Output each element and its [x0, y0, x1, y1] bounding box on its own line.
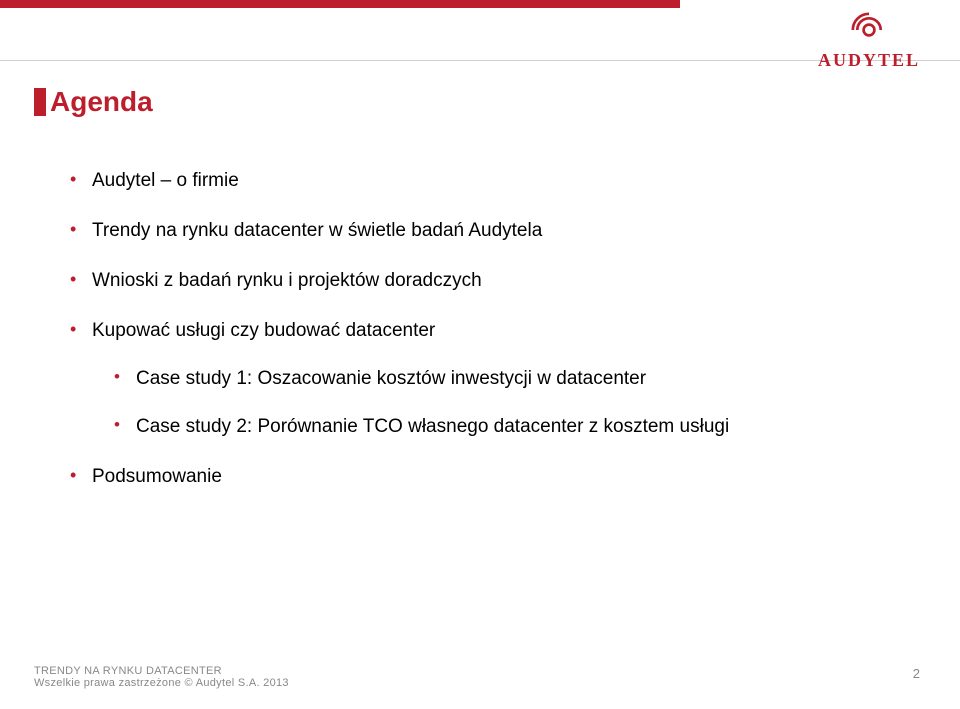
- list-item-text: Podsumowanie: [92, 466, 222, 487]
- list-item: Case study 1: Oszacowanie kosztów inwest…: [114, 368, 729, 390]
- list-item: Trendy na rynku datacenter w świetle bad…: [70, 220, 729, 242]
- footer: TRENDY NA RYNKU DATACENTER Wszelkie praw…: [34, 665, 920, 689]
- list-item-text: Case study 2: Porównanie TCO własnego da…: [136, 416, 729, 437]
- list-item: Podsumowanie: [70, 466, 729, 488]
- list-item-text: Kupować usługi czy budować datacenter: [92, 320, 435, 341]
- top-red-bar: [0, 0, 680, 8]
- list-item: Case study 2: Porównanie TCO własnego da…: [114, 416, 729, 438]
- sub-bullet-list: Case study 1: Oszacowanie kosztów inwest…: [114, 368, 729, 438]
- page-number: 2: [913, 666, 920, 681]
- list-item-text: Case study 1: Oszacowanie kosztów inwest…: [136, 368, 646, 389]
- logo-mark-icon: [851, 12, 887, 48]
- list-item: Wnioski z badań rynku i projektów doradc…: [70, 270, 729, 292]
- slide: AUDYTEL Agenda Audytel – o firmie Trendy…: [0, 0, 960, 709]
- brand-name: AUDYTEL: [818, 50, 920, 71]
- list-item-text: Wnioski z badań rynku i projektów doradc…: [92, 270, 482, 291]
- bullet-list: Audytel – o firmie Trendy na rynku datac…: [70, 170, 729, 488]
- list-item: Audytel – o firmie: [70, 170, 729, 192]
- brand-logo: AUDYTEL: [818, 12, 920, 71]
- page-title: Agenda: [50, 86, 153, 118]
- top-divider: [0, 60, 960, 61]
- list-item-text: Audytel – o firmie: [92, 170, 239, 191]
- content-area: Audytel – o firmie Trendy na rynku datac…: [70, 170, 729, 516]
- title-accent: [34, 88, 46, 116]
- footer-title: TRENDY NA RYNKU DATACENTER: [34, 665, 920, 677]
- list-item-text: Trendy na rynku datacenter w świetle bad…: [92, 220, 542, 241]
- footer-copyright: Wszelkie prawa zastrzeżone © Audytel S.A…: [34, 677, 920, 689]
- list-item: Kupować usługi czy budować datacenter Ca…: [70, 320, 729, 438]
